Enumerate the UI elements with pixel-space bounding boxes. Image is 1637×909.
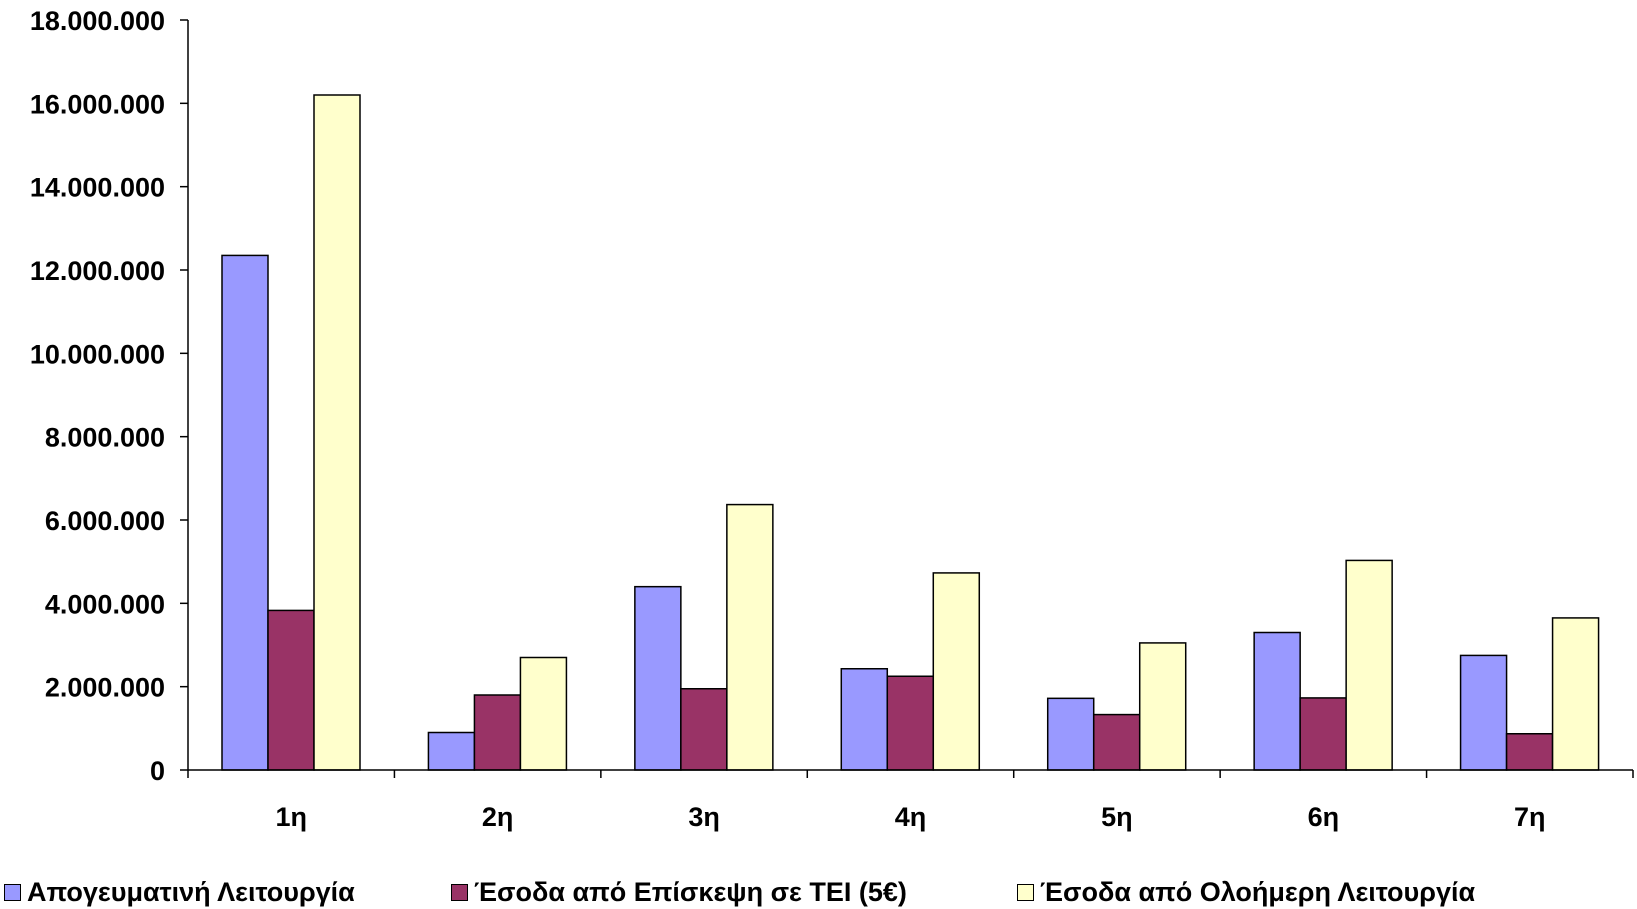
legend-swatch [451,884,468,901]
legend: Απογευματινή Λειτουργία Έσοδα από Επίσκε… [0,876,1637,909]
x-tick-label: 5η [1101,802,1133,832]
bar-3-7 [1551,617,1600,771]
legend-label: Απογευματινή Λειτουργία [27,877,355,907]
bar-1-4 [840,668,889,771]
y-tick-label: 8.000.000 [45,423,165,453]
bar-3-6 [1345,559,1393,771]
bar-3-3 [726,503,774,771]
x-tick-label: 3η [688,802,720,832]
axes-group [180,19,1634,778]
bar-1-1 [221,254,269,771]
legend-item-series-1: Απογευματινή Λειτουργία [4,876,355,909]
bar-2-7 [1505,733,1554,771]
bar-1-7 [1459,654,1508,771]
x-tick-label: 1η [275,802,307,832]
bar-3-2 [519,656,568,771]
x-tick-label: 7η [1514,802,1546,832]
y-tick-label: 16.000.000 [30,89,165,119]
bar-3-5 [1138,642,1187,771]
y-tick-label: 0 [150,756,165,786]
y-tick-label: 14.000.000 [30,173,165,203]
bar-2-3 [680,688,728,771]
y-tick-label: 4.000.000 [45,589,165,619]
x-tick-labels: 1η 2η 3η 4η 5η 6η 7η [275,802,1545,832]
y-tick-label: 12.000.000 [30,256,165,286]
y-tick-labels: 0 2.000.000 4.000.000 6.000.000 8.000.000 10.… [30,6,165,786]
bars-group [221,94,1600,771]
legend-item-series-2: Έσοδα από Επίσκεψη σε ΤΕΙ (5€) [451,876,907,909]
bar-1-3 [634,585,682,771]
x-tick-label: 2η [482,802,514,832]
bar-2-6 [1299,697,1347,771]
bar-1-6 [1253,631,1301,771]
bar-1-2 [427,731,476,771]
legend-swatch [1017,884,1034,901]
legend-label: Έσοδα από Επίσκεψη σε ΤΕΙ (5€) [474,877,907,907]
bar-3-1 [313,94,361,771]
y-tick-label: 18.000.000 [30,6,165,36]
legend-swatch [4,884,21,901]
bar-3-4 [932,572,981,771]
y-tick-label: 2.000.000 [45,673,165,703]
bar-2-4 [886,675,935,771]
bar-2-5 [1092,713,1141,771]
bar-2-2 [473,694,522,771]
x-tick-label: 6η [1308,802,1340,832]
bar-1-5 [1046,697,1095,771]
y-tick-label: 6.000.000 [45,506,165,536]
y-tick-label: 10.000.000 [30,339,165,369]
bar-2-1 [267,609,315,771]
legend-label: Έσοδα από Ολοήμερη Λειτουργία [1040,877,1476,907]
legend-item-series-3: Έσοδα από Ολοήμερη Λειτουργία [1017,876,1475,909]
x-tick-label: 4η [895,802,927,832]
